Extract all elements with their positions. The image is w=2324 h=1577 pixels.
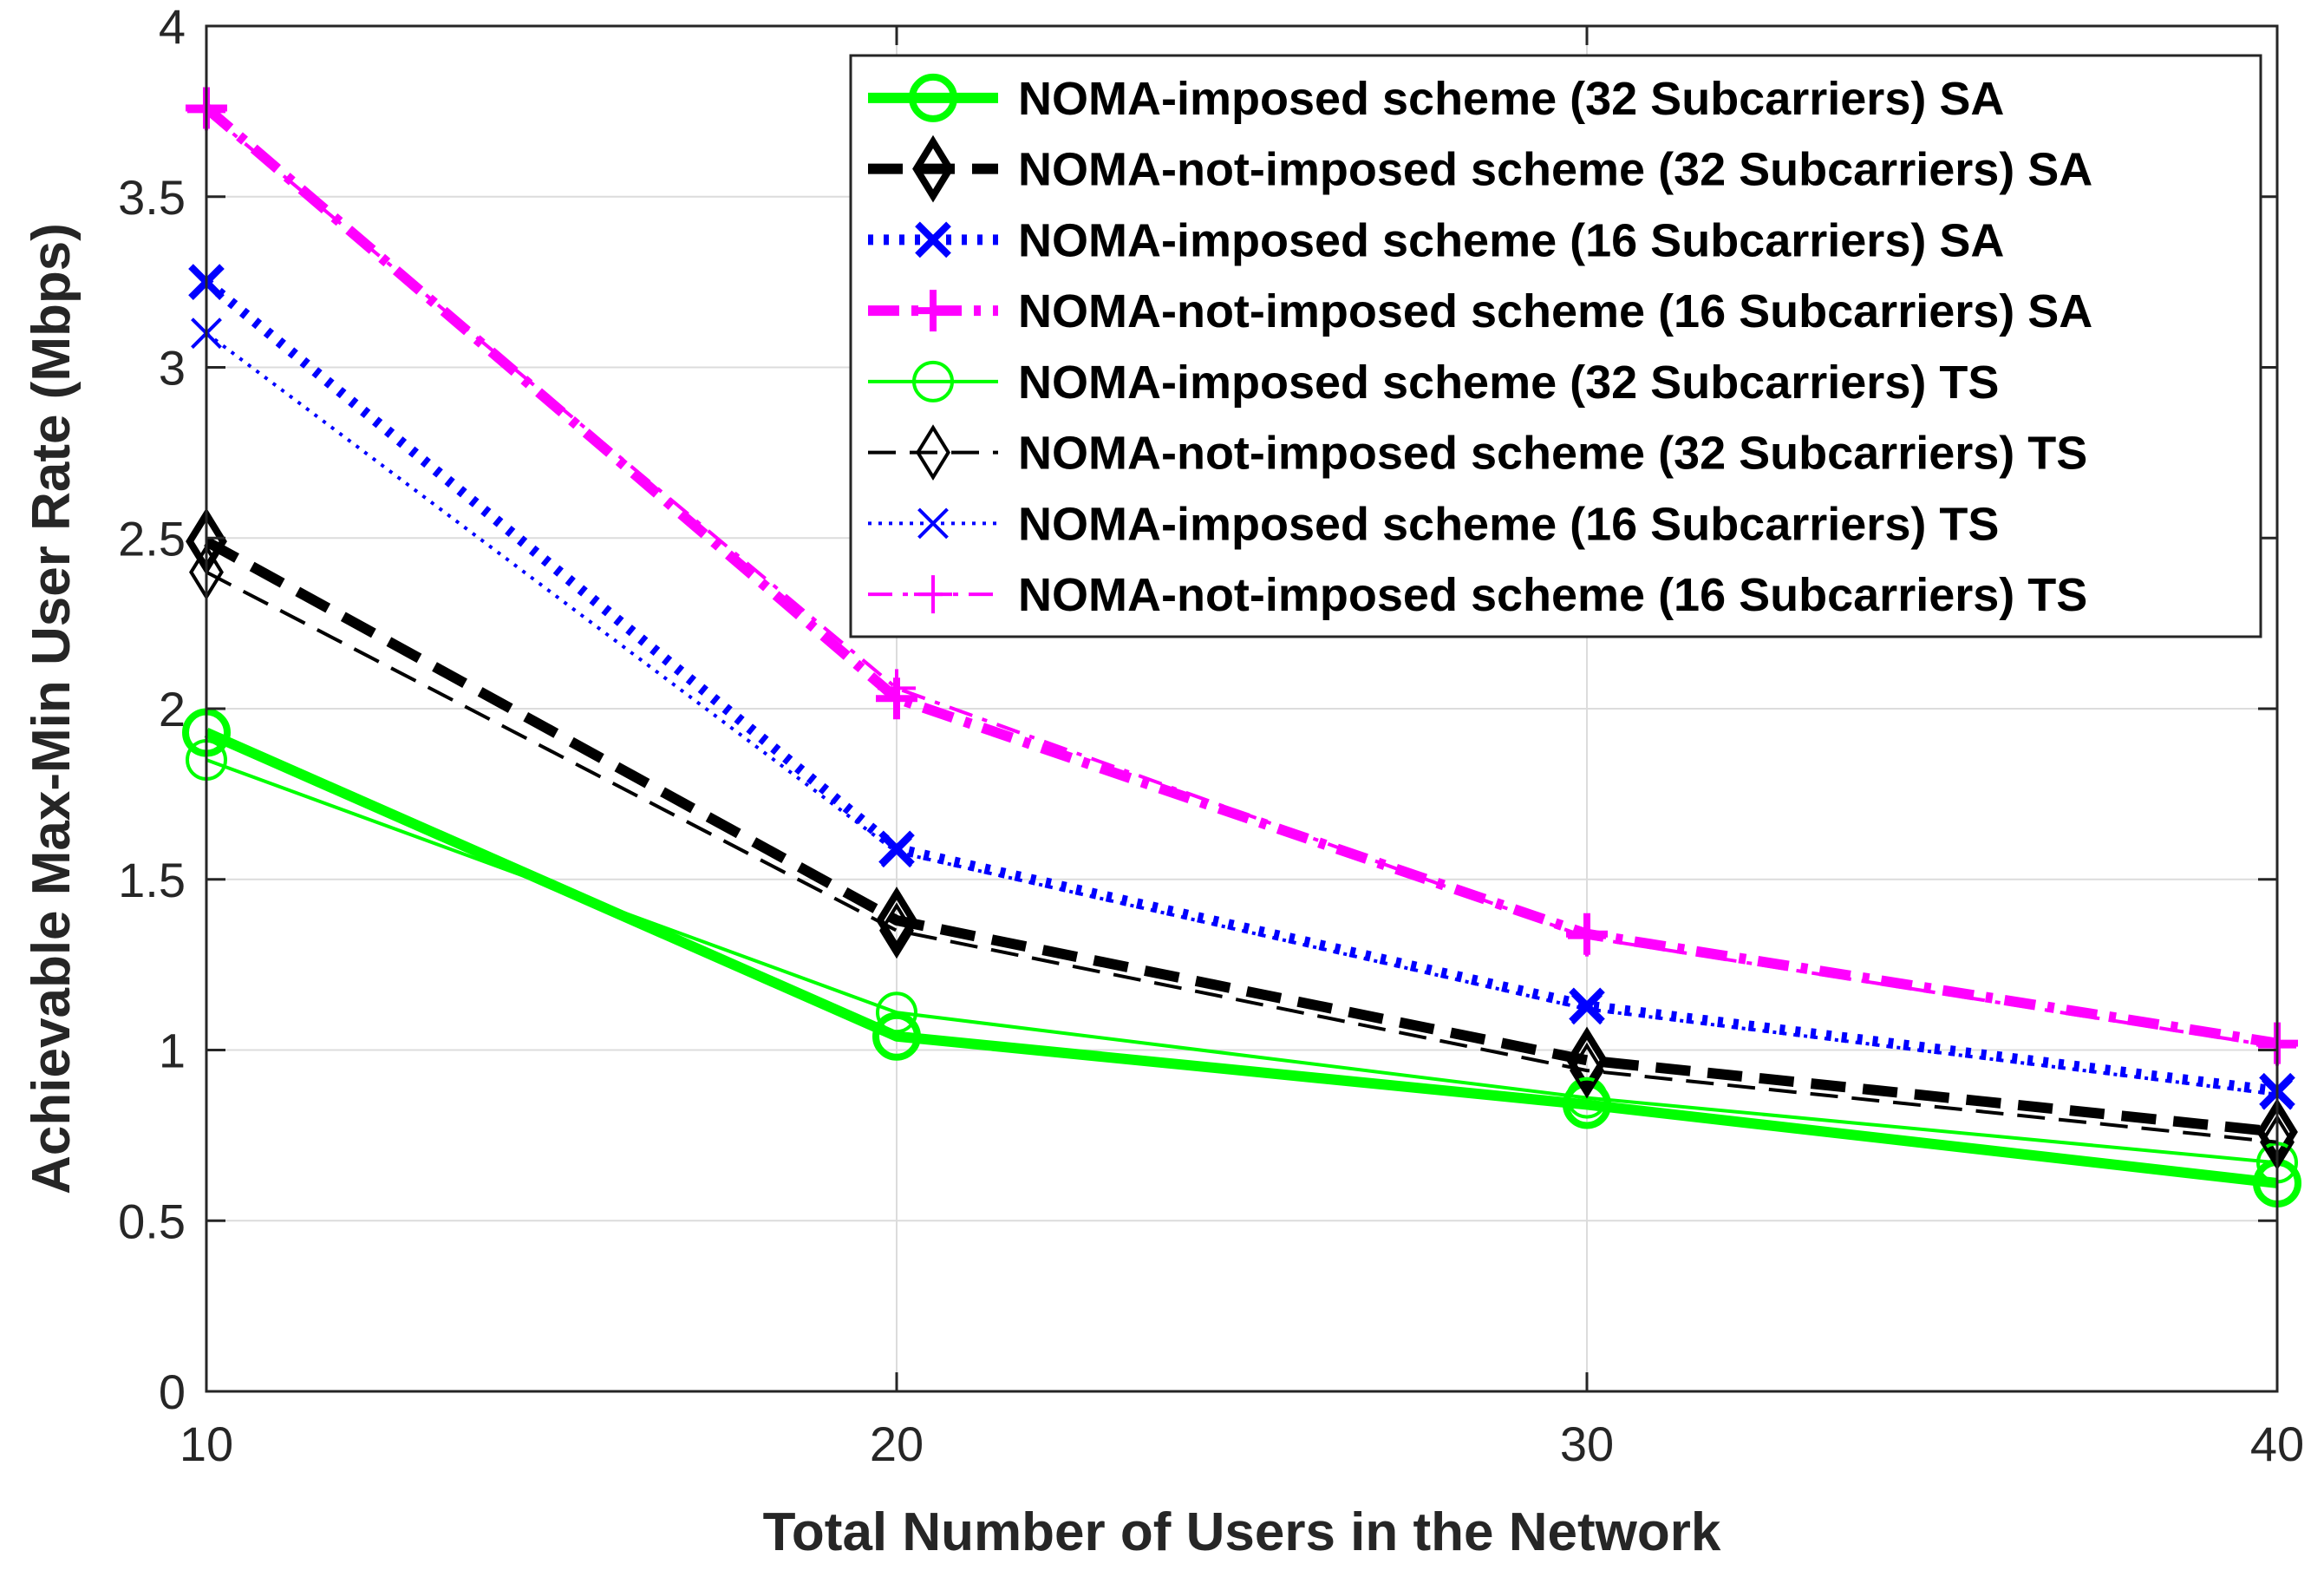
data-point-stroke: [881, 836, 912, 868]
y-tick-label: 2: [159, 682, 186, 736]
y-tick-label: 3.5: [118, 170, 186, 225]
y-tick-label: 1.5: [118, 853, 186, 907]
legend-label: NOMA-not-imposed scheme (32 Subcarriers)…: [1018, 428, 2087, 480]
data-point-shape: [879, 902, 914, 959]
data-point-shape: [1570, 1042, 1604, 1099]
data-point: [881, 836, 912, 868]
legend-entry: NOMA-imposed scheme (16 Subcarriers) SA: [868, 214, 2004, 266]
data-point-shape: [1566, 1026, 1608, 1095]
data-point: [879, 902, 914, 959]
legend-label: NOMA-not-imposed scheme (16 Subcarriers)…: [1018, 285, 2092, 337]
data-point: [1571, 993, 1603, 1025]
series-layer: [182, 87, 2301, 1207]
legend-label: NOMA-imposed scheme (32 Subcarriers) TS: [1018, 357, 1999, 409]
data-point-shape: [1566, 1076, 1608, 1119]
x-tick-label: 20: [870, 1417, 924, 1471]
legend-entry: NOMA-imposed scheme (32 Subcarriers) TS: [868, 357, 1999, 409]
x-tick-label: 10: [180, 1417, 233, 1471]
data-point-stroke: [1571, 993, 1603, 1025]
legend-swatch-marker: [915, 221, 951, 258]
legend-entry: NOMA-not-imposed scheme (16 Subcarriers)…: [868, 569, 2087, 621]
data-point: [1566, 1076, 1608, 1119]
legend-label: NOMA-not-imposed scheme (16 Subcarriers)…: [1018, 569, 2087, 621]
y-tick-label: 0.5: [118, 1194, 186, 1248]
legend-label: NOMA-imposed scheme (16 Subcarriers) TS: [1018, 498, 1999, 550]
data-point-shape: [876, 887, 917, 954]
legend-entry: NOMA-not-imposed scheme (16 Subcarriers)…: [868, 285, 2092, 337]
series-line: [203, 103, 2278, 1049]
legend-swatch-marker: [912, 360, 954, 402]
data-point: [876, 991, 917, 1034]
legend-swatch-marker: [914, 575, 952, 614]
series-line: [204, 536, 2278, 1137]
series-line: [205, 109, 2278, 1049]
legend-swatch-marker-shape: [912, 134, 954, 203]
legend-swatch-marker: [912, 134, 954, 203]
x-tick-label: 30: [1560, 1417, 1614, 1471]
data-point: [1568, 918, 1606, 957]
data-point: [1570, 1042, 1604, 1099]
data-point: [876, 887, 917, 954]
legend-label: NOMA-imposed scheme (32 Subcarriers) SA: [1018, 73, 2004, 125]
legend-swatch-marker: [917, 507, 949, 540]
data-point: [1566, 1026, 1608, 1095]
series-line: [206, 758, 2278, 1165]
x-axis-title: Total Number of Users in the Network: [763, 1502, 1721, 1562]
legend-swatch-marker-shape: [909, 73, 957, 122]
data-point: [878, 669, 916, 708]
legend-entry: NOMA-imposed scheme (16 Subcarriers) TS: [868, 498, 1999, 550]
y-tick-label: 4: [159, 0, 186, 54]
legend-entry: NOMA-imposed scheme (32 Subcarriers) SA: [868, 73, 2004, 125]
y-tick-label: 0: [159, 1364, 186, 1419]
legend-entry: NOMA-not-imposed scheme (32 Subcarriers)…: [868, 424, 2087, 481]
legend-box: [849, 54, 2262, 638]
legend-swatch-marker: [909, 73, 957, 122]
ticks: 0 0.5 1 1.5 2 2.5 3 3.5 4 10 20 30 40: [118, 0, 2304, 1471]
y-tick-label: 2.5: [118, 511, 186, 566]
legend-swatch-marker-stroke: [917, 507, 949, 540]
y-tick-label: 1: [159, 1024, 186, 1078]
y-tick-label: 3: [159, 341, 186, 396]
data-point: [878, 830, 915, 867]
data-point: [1569, 987, 1605, 1024]
data-point: [872, 1011, 921, 1061]
data-point-stroke: [1569, 987, 1605, 1024]
data-point-shape: [876, 991, 917, 1034]
y-axis-title: Achievable Max-Min User Rate (Mbps): [22, 223, 82, 1194]
series-line: [206, 570, 2278, 1144]
legend-swatch-marker-shape: [912, 360, 954, 402]
data-point-stroke: [878, 830, 915, 867]
legend-label: NOMA-imposed scheme (16 Subcarriers) SA: [1018, 214, 2004, 266]
legend-swatch-marker: [916, 424, 950, 481]
legend-swatch-marker-shape: [916, 424, 950, 481]
legend-swatch-marker-stroke: [915, 221, 951, 258]
legend: NOMA-imposed scheme (32 Subcarriers) SA N…: [849, 54, 2262, 638]
x-tick-label: 40: [2250, 1417, 2304, 1471]
data-point-shape: [872, 1011, 921, 1061]
legend-label: NOMA-not-imposed scheme (32 Subcarriers)…: [1018, 144, 2092, 196]
legend-entry: NOMA-not-imposed scheme (32 Subcarriers)…: [868, 134, 2092, 203]
legend-swatch-marker: [912, 290, 954, 332]
